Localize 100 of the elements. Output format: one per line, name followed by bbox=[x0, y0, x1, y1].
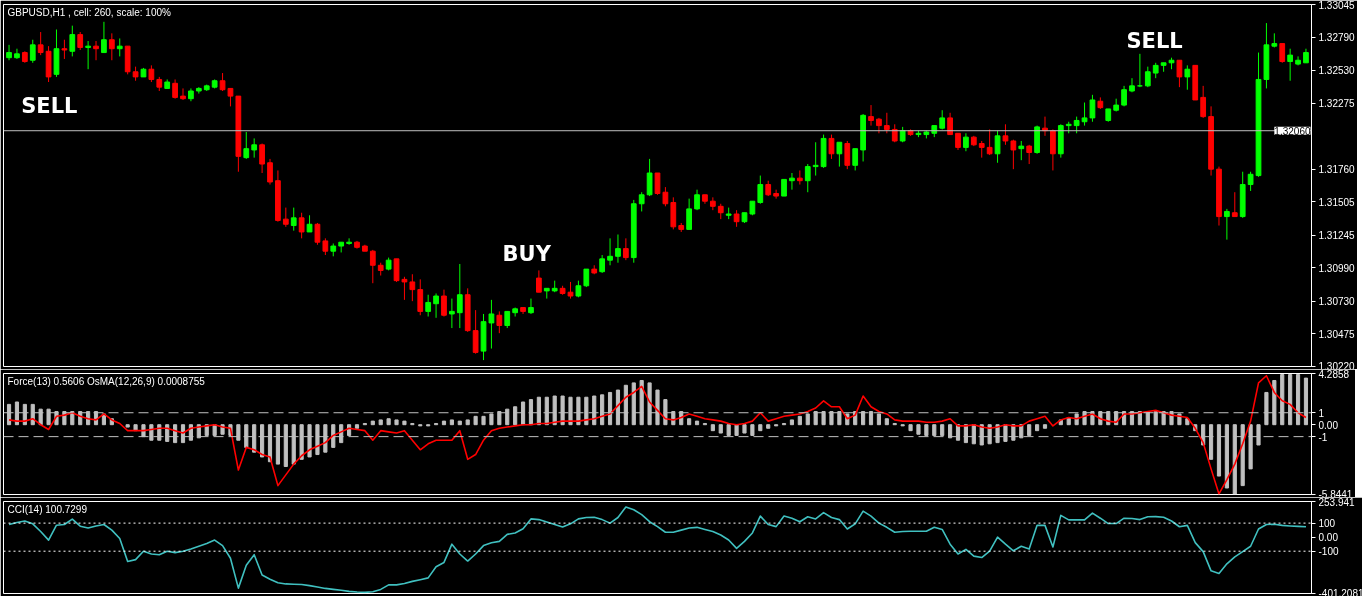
candlestick bbox=[37, 31, 44, 56]
y-tick-label: 1.31505 bbox=[1318, 196, 1356, 208]
candlestick bbox=[314, 222, 321, 246]
candlestick bbox=[876, 117, 882, 134]
y-tick-label: 0.00 bbox=[1318, 419, 1339, 431]
candlestick bbox=[180, 87, 186, 101]
candlestick bbox=[607, 237, 613, 266]
bar bbox=[125, 424, 130, 428]
line-series bbox=[8, 374, 1307, 495]
candlestick bbox=[1287, 48, 1294, 82]
candlestick bbox=[1010, 139, 1017, 170]
candlestick bbox=[472, 309, 479, 355]
bar bbox=[734, 424, 739, 436]
y-tick-label: 100 bbox=[1318, 518, 1336, 530]
candlestick bbox=[108, 32, 115, 61]
bar bbox=[1035, 424, 1040, 432]
candlestick bbox=[844, 140, 851, 170]
bar bbox=[457, 420, 462, 426]
y-tick-label: 1.31760 bbox=[1318, 164, 1356, 176]
bar bbox=[481, 415, 486, 426]
candlestick bbox=[947, 112, 953, 136]
candlestick bbox=[1089, 94, 1096, 123]
candlestick bbox=[29, 39, 36, 64]
bar bbox=[378, 419, 383, 426]
chart-title: GBPUSD,H1 , cell: 260, scale: 100% bbox=[7, 6, 172, 18]
candlestick bbox=[101, 21, 107, 54]
candlestick bbox=[1018, 140, 1025, 161]
candlestick bbox=[282, 207, 289, 228]
bar bbox=[742, 424, 747, 434]
chart-title: Force(13) 0.5606 OsMA(12,26,9) 0.0008755 bbox=[7, 375, 206, 387]
bar bbox=[394, 419, 399, 426]
candlestick bbox=[986, 128, 993, 156]
bar bbox=[449, 419, 454, 426]
candlestick bbox=[1081, 102, 1088, 127]
y-tick-label: -1 bbox=[1318, 431, 1328, 443]
candlestick bbox=[61, 39, 68, 60]
y-tick-label: 0.00 bbox=[1318, 532, 1339, 544]
bar bbox=[694, 420, 700, 426]
candlestick bbox=[812, 141, 819, 177]
candlestick bbox=[346, 237, 352, 246]
candlestick bbox=[259, 143, 265, 174]
candlestick bbox=[425, 294, 432, 318]
y-tick-label: 1.30990 bbox=[1318, 262, 1356, 274]
candlestick bbox=[1129, 77, 1135, 93]
candlestick bbox=[409, 273, 416, 302]
ref-line-label: 1.32060 bbox=[1274, 125, 1311, 137]
candlestick bbox=[251, 137, 258, 159]
chart-title: CCI(14) 100.7299 bbox=[7, 503, 88, 515]
candlestick bbox=[709, 196, 716, 211]
y-tick-label: 1 bbox=[1318, 407, 1325, 419]
annotation: BUY bbox=[502, 242, 552, 267]
y-tick-label: 1.30475 bbox=[1318, 328, 1356, 340]
candlestick bbox=[757, 175, 764, 205]
candlestick bbox=[243, 131, 250, 160]
candlestick bbox=[536, 269, 542, 293]
candlestick bbox=[1050, 128, 1056, 171]
candlestick bbox=[85, 40, 91, 70]
bar bbox=[884, 418, 889, 426]
y-tick-label: 1.32790 bbox=[1318, 32, 1356, 44]
candlestick bbox=[804, 163, 811, 193]
bar bbox=[687, 418, 692, 426]
bar bbox=[1185, 418, 1190, 426]
candlestick bbox=[686, 198, 692, 230]
bar bbox=[465, 419, 470, 426]
y-tick-label: 1.32275 bbox=[1318, 98, 1356, 110]
y-tick-label: 1.32530 bbox=[1318, 65, 1356, 77]
candlestick bbox=[298, 212, 305, 239]
candlestick bbox=[1176, 59, 1183, 88]
candlestick bbox=[69, 25, 76, 57]
candlestick bbox=[14, 48, 20, 60]
bar bbox=[370, 420, 375, 426]
bar bbox=[797, 415, 802, 426]
candlestick bbox=[172, 78, 178, 100]
candlestick bbox=[623, 237, 629, 261]
candlestick bbox=[994, 130, 1001, 164]
candlestick bbox=[615, 234, 621, 264]
candlestick bbox=[646, 158, 653, 197]
candlestick bbox=[441, 289, 447, 318]
candlestick bbox=[449, 298, 455, 329]
annotation: SELL bbox=[1126, 28, 1183, 53]
bar bbox=[766, 424, 771, 429]
annotation: SELL bbox=[21, 93, 78, 118]
bar bbox=[789, 419, 795, 426]
bar bbox=[908, 424, 913, 432]
candlestick bbox=[828, 134, 835, 160]
bar bbox=[473, 415, 478, 426]
candlestick bbox=[789, 172, 795, 191]
candlestick bbox=[836, 141, 843, 168]
bar bbox=[441, 420, 447, 426]
candlestick bbox=[369, 249, 376, 284]
candlestick bbox=[456, 263, 463, 329]
bar bbox=[758, 424, 763, 432]
candlestick bbox=[1279, 43, 1286, 64]
candlestick bbox=[1224, 208, 1230, 241]
candlestick bbox=[267, 158, 273, 186]
bar bbox=[386, 418, 391, 426]
y-tick-label: 1.30730 bbox=[1318, 296, 1356, 308]
candlestick bbox=[528, 298, 534, 315]
line-series bbox=[8, 506, 1307, 594]
candlestick bbox=[93, 40, 99, 61]
